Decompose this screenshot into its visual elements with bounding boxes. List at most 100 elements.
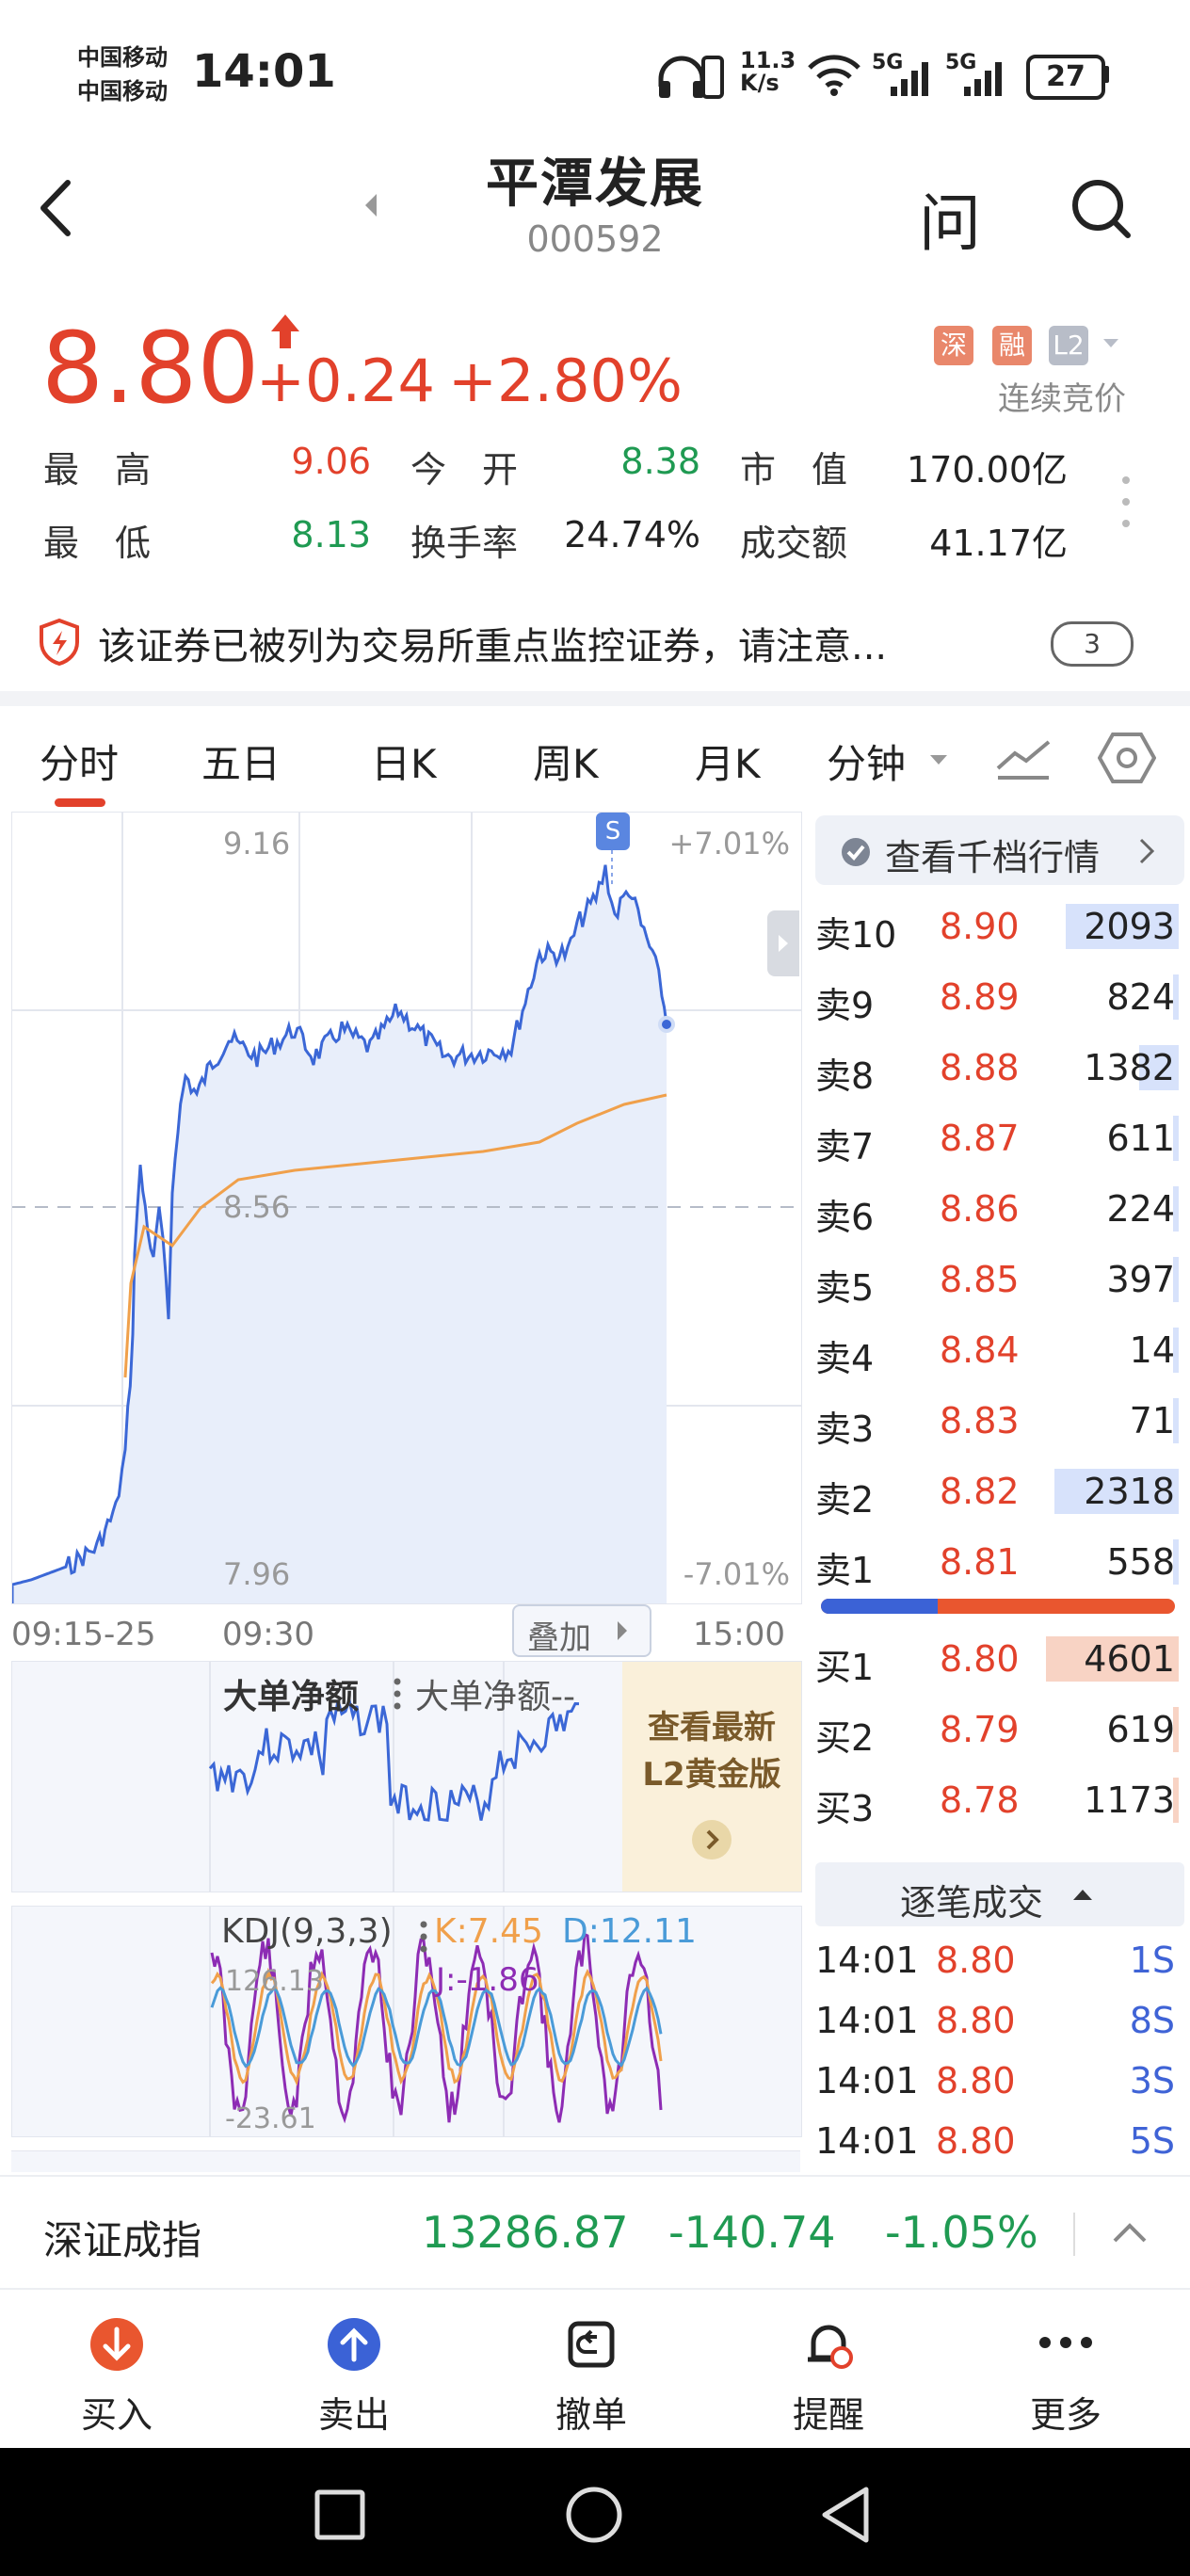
index-bar[interactable]: 深证成指 13286.87 -140.74 -1.05% xyxy=(0,2175,1190,2288)
ask-level-price: 8.89 xyxy=(940,976,1020,1018)
tick-volume: 3S xyxy=(1129,2060,1175,2101)
y-axis-bottom: 7.96 xyxy=(223,1556,291,1592)
bid-volume-bar xyxy=(1173,1778,1179,1823)
bell-alert-icon xyxy=(808,2325,853,2369)
risk-notice-bar[interactable]: 该证券已被列为交易所重点监控证券，请注意... 3 xyxy=(0,591,1190,691)
intraday-chart[interactable]: 9.16 8.56 7.96 +7.01% -7.01% S xyxy=(11,812,802,1604)
ask-level-row[interactable]: 卖2 8.82 2318 xyxy=(815,1457,1184,1528)
home-icon[interactable] xyxy=(565,2486,623,2544)
ask-level-label: 卖9 xyxy=(815,985,875,1026)
ask-level-row[interactable]: 卖1 8.81 558 xyxy=(815,1528,1184,1599)
tab-intraday[interactable]: 分时 xyxy=(40,741,120,787)
ask-level-row[interactable]: 卖3 8.83 71 xyxy=(815,1387,1184,1457)
index-name: 深证成指 xyxy=(43,2217,202,2263)
buy-sell-ratio-bar xyxy=(821,1599,1175,1614)
tab-minute[interactable]: 分钟 xyxy=(827,741,907,787)
more-vertical-icon[interactable] xyxy=(1120,475,1132,529)
tick-time: 14:01 xyxy=(815,2000,919,2041)
ask-question-icon[interactable]: 问 xyxy=(919,187,981,260)
time-end: 15:00 xyxy=(693,1616,785,1653)
ask-level-volume: 71 xyxy=(1129,1400,1175,1441)
search-icon[interactable] xyxy=(1069,177,1134,241)
ask-level-price: 8.84 xyxy=(940,1329,1020,1371)
more-button[interactable]: 更多 xyxy=(990,2303,1141,2444)
bid-level-volume: 619 xyxy=(1106,1709,1175,1750)
ask-level-price: 8.82 xyxy=(940,1471,1020,1512)
view-depth-button[interactable]: 查看千档行情 xyxy=(815,815,1184,885)
tick-price: 8.80 xyxy=(936,2060,1016,2101)
bid-level-label: 买3 xyxy=(815,1788,875,1829)
ask-volume-bar xyxy=(1054,1469,1179,1514)
index-change: -140.74 xyxy=(668,2207,836,2258)
ask-level-row[interactable]: 卖9 8.89 824 xyxy=(815,963,1184,1034)
ask-level-row[interactable]: 卖8 8.88 1382 xyxy=(815,1034,1184,1104)
tick-price: 8.80 xyxy=(936,1940,1016,1981)
clock: 14:01 xyxy=(192,45,336,98)
signal-marker[interactable]: S xyxy=(596,813,630,850)
kdj-menu-icon[interactable] xyxy=(419,1920,428,1954)
ask-volume-bar xyxy=(1173,1116,1179,1161)
chevron-right-icon xyxy=(1139,838,1155,864)
tab-active-indicator xyxy=(55,798,105,807)
tag-l2[interactable]: L2 xyxy=(1049,326,1088,365)
ask-level-row[interactable]: 卖10 8.90 2093 xyxy=(815,893,1184,963)
sell-arrow-icon xyxy=(328,2318,380,2371)
l2-promo[interactable]: 查看最新 L2黄金版 xyxy=(622,1662,801,1892)
ask-level-row[interactable]: 卖7 8.87 611 xyxy=(815,1104,1184,1175)
bid-level-row[interactable]: 买3 8.78 1173 xyxy=(815,1766,1184,1837)
ask-volume-bar xyxy=(1173,1398,1179,1443)
ask-level-price: 8.83 xyxy=(940,1400,1020,1441)
more-dots-icon xyxy=(1039,2337,1092,2348)
cancel-order-button[interactable]: 撤单 xyxy=(516,2303,667,2444)
shield-warning-icon xyxy=(40,618,79,667)
indicator-settings-icon[interactable] xyxy=(994,734,1053,781)
ask-level-label: 卖7 xyxy=(815,1126,875,1167)
amount-value: 41.17亿 xyxy=(929,523,1068,564)
bid-level-row[interactable]: 买2 8.79 619 xyxy=(815,1696,1184,1766)
alert-label: 提醒 xyxy=(792,2394,864,2436)
tab-daily-k[interactable]: 日K xyxy=(371,741,437,787)
bid-level-row[interactable]: 买1 8.80 4601 xyxy=(815,1625,1184,1696)
chart-expand-handle[interactable] xyxy=(767,910,799,976)
overlay-button[interactable]: 叠加 xyxy=(512,1604,651,1657)
phone-battery-icon xyxy=(701,56,724,99)
sell-ratio-fill xyxy=(821,1599,939,1614)
ask-level-volume: 1382 xyxy=(1084,1047,1175,1088)
buy-button[interactable]: 买入 xyxy=(41,2303,192,2444)
ask-level-label: 卖3 xyxy=(815,1409,875,1450)
ask-level-volume: 224 xyxy=(1106,1188,1175,1230)
ask-level-volume: 611 xyxy=(1106,1118,1175,1159)
ask-volume-bar xyxy=(1139,1045,1179,1090)
recent-apps-icon[interactable] xyxy=(314,2489,365,2540)
tick-trades-header[interactable]: 逐笔成交 xyxy=(815,1862,1184,1926)
expand-up-icon[interactable] xyxy=(1111,2220,1149,2245)
sell-button[interactable]: 卖出 xyxy=(279,2303,429,2444)
tab-five-day[interactable]: 五日 xyxy=(201,741,281,787)
big-order-menu-icon[interactable] xyxy=(393,1677,402,1711)
tab-weekly-k[interactable]: 周K xyxy=(533,741,599,787)
big-order-panel[interactable]: 大单净额 大单净额-- 查看最新 L2黄金版 xyxy=(11,1661,802,1892)
kdj-panel[interactable]: KDJ(9,3,3) K:7.45 D:12.11 J:-1.86 126.13… xyxy=(11,1906,802,2137)
ask-volume-bar xyxy=(1066,904,1179,949)
ask-level-row[interactable]: 卖6 8.86 224 xyxy=(815,1175,1184,1246)
settings-hex-icon[interactable] xyxy=(1098,731,1156,785)
index-divider xyxy=(1073,2213,1075,2256)
l2-dropdown-icon[interactable] xyxy=(1102,337,1120,350)
ask-volume-bar xyxy=(1173,1539,1179,1585)
alert-button[interactable]: 提醒 xyxy=(753,2303,904,2444)
minute-dropdown-icon[interactable] xyxy=(928,753,949,766)
ask-level-price: 8.85 xyxy=(940,1259,1020,1300)
notice-count-badge[interactable]: 3 xyxy=(1051,621,1134,667)
kdj-lower: -23.61 xyxy=(225,2102,316,2135)
tab-monthly-k[interactable]: 月K xyxy=(695,741,761,787)
ask-level-label: 卖1 xyxy=(815,1550,875,1591)
back-icon[interactable] xyxy=(819,2486,872,2544)
tick-price: 8.80 xyxy=(936,2120,1016,2162)
high-label: 最 高 xyxy=(43,449,152,491)
mcap-label: 市 值 xyxy=(740,449,848,491)
ask-level-row[interactable]: 卖5 8.85 397 xyxy=(815,1246,1184,1316)
back-arrow-icon[interactable] xyxy=(38,179,75,237)
prev-stock-icon[interactable] xyxy=(362,192,380,218)
ask-level-row[interactable]: 卖4 8.84 14 xyxy=(815,1316,1184,1387)
bid-level-label: 买1 xyxy=(815,1647,875,1688)
